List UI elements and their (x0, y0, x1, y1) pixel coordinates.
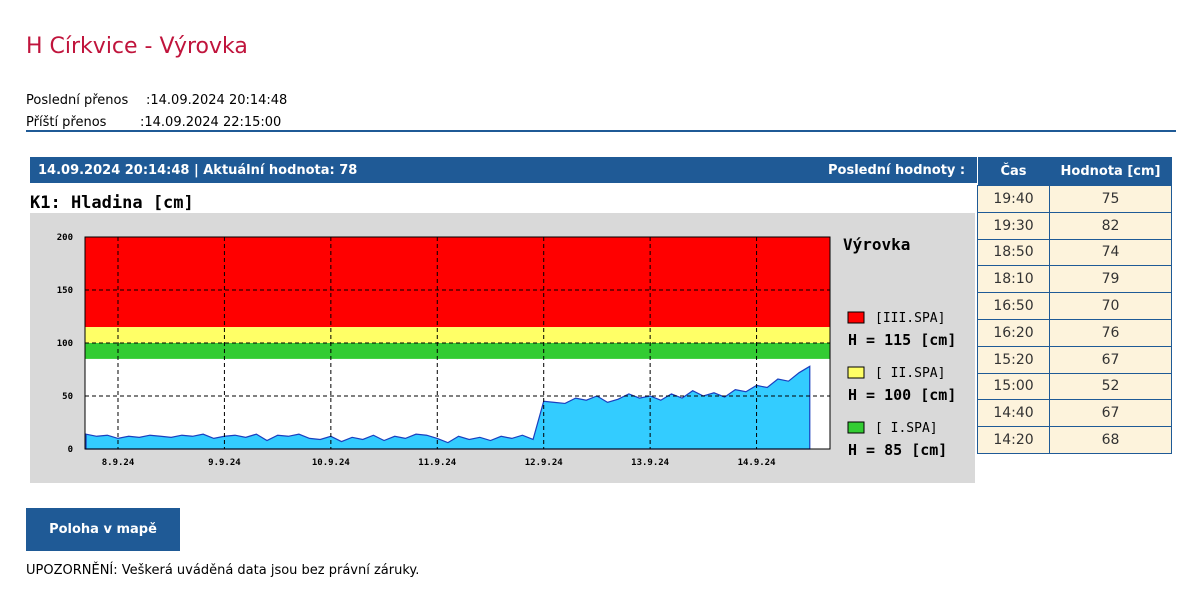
cell: 76 (1049, 318, 1172, 347)
cell: 79 (1049, 265, 1172, 294)
row: 16:50 70 (977, 292, 1172, 320)
cell: 19:40 (977, 185, 1050, 213)
area (85, 365, 811, 450)
cell: 16:50 (977, 292, 1050, 320)
x-tick-label: 12.9.24 (525, 458, 564, 468)
zone (85, 327, 830, 343)
title: H Církvice - Výrovka (26, 34, 248, 59)
row: 15:20 67 (977, 345, 1172, 374)
y-tick-label: 100 (57, 339, 73, 349)
legend-swatch (847, 421, 865, 434)
row: 15:00 52 (977, 372, 1172, 401)
zone (85, 343, 830, 359)
row: 18:10 79 (977, 265, 1172, 294)
next-label: Příští přenos (26, 115, 107, 130)
y-tick-label: 0 (68, 445, 73, 455)
y-tick-label: 50 (62, 392, 73, 402)
cell: 74 (1049, 238, 1172, 267)
last-label: Poslední přenos (26, 93, 129, 108)
legend-name: [ I.SPA] (875, 421, 938, 436)
cell: 19:30 (977, 211, 1050, 240)
legend-swatch (847, 366, 865, 379)
row: 14:20 68 (977, 426, 1172, 454)
legend-name: [ II.SPA] (875, 366, 945, 381)
row: 19:30 82 (977, 211, 1172, 240)
cell: 67 (1049, 399, 1172, 428)
row: 19:40 75 (977, 185, 1172, 213)
row: 18:50 74 (977, 238, 1172, 267)
plot-frame (84, 236, 831, 450)
last-value: :14.09.2024 20:14:48 (146, 93, 288, 108)
cell: 15:20 (977, 345, 1050, 374)
x-tick-label: 8.9.24 (102, 458, 135, 468)
cell: 18:10 (977, 265, 1050, 294)
cell: 82 (1049, 211, 1172, 240)
x-tick-label: 14.9.24 (738, 458, 777, 468)
legend-level: H = 100 [cm] (848, 386, 956, 404)
zone (85, 237, 830, 328)
chart-title-bg (30, 183, 975, 213)
row: 14:40 67 (977, 399, 1172, 428)
chart-title: K1: Hladina [cm] (30, 193, 194, 213)
legend-level: H = 85 [cm] (848, 441, 947, 459)
legend-name: [III.SPA] (875, 311, 945, 326)
status: 14.09.2024 20:14:48 | Aktuální hodnota: … (38, 163, 358, 178)
panel-bar (30, 157, 977, 183)
station: Výrovka (843, 235, 910, 254)
warning: UPOZORNĚNÍ: Veškerá uváděná data jsou be… (26, 563, 420, 578)
chart: K1: Hladina [cm] Výrovka [III.SPA] H = 11… (30, 183, 975, 483)
rule (26, 130, 1176, 132)
cell: 18:50 (977, 238, 1050, 267)
cell: 14:40 (977, 399, 1050, 428)
cell: 52 (1049, 372, 1172, 401)
x-tick-label: 9.9.24 (208, 458, 241, 468)
recent-table: Čas Hodnota [cm] 19:40 75 19:30 82 18:50 74 18:… (977, 157, 1172, 454)
y-tick-label: 200 (57, 233, 73, 243)
cell: 68 (1049, 426, 1172, 454)
y-tick-label: 150 (57, 286, 73, 296)
next-value: :14.09.2024 22:15:00 (140, 115, 282, 130)
legend-level: H = 115 [cm] (848, 331, 956, 349)
legend-swatch (847, 311, 865, 324)
cell: 75 (1049, 185, 1172, 213)
row: 16:20 76 (977, 318, 1172, 347)
col-head: Hodnota [cm] (1049, 157, 1172, 186)
recent-label: Poslední hodnoty : (828, 163, 966, 178)
cell: 14:20 (977, 426, 1050, 454)
x-tick-label: 10.9.24 (312, 458, 351, 468)
cell: 67 (1049, 345, 1172, 374)
x-tick-label: 13.9.24 (631, 458, 670, 468)
x-tick-label: 11.9.24 (418, 458, 457, 468)
cell: 15:00 (977, 372, 1050, 401)
col-head: Čas (977, 157, 1050, 186)
map-button[interactable]: Poloha v mapě (26, 508, 180, 551)
cell: 16:20 (977, 318, 1050, 347)
cell: 70 (1049, 292, 1172, 320)
